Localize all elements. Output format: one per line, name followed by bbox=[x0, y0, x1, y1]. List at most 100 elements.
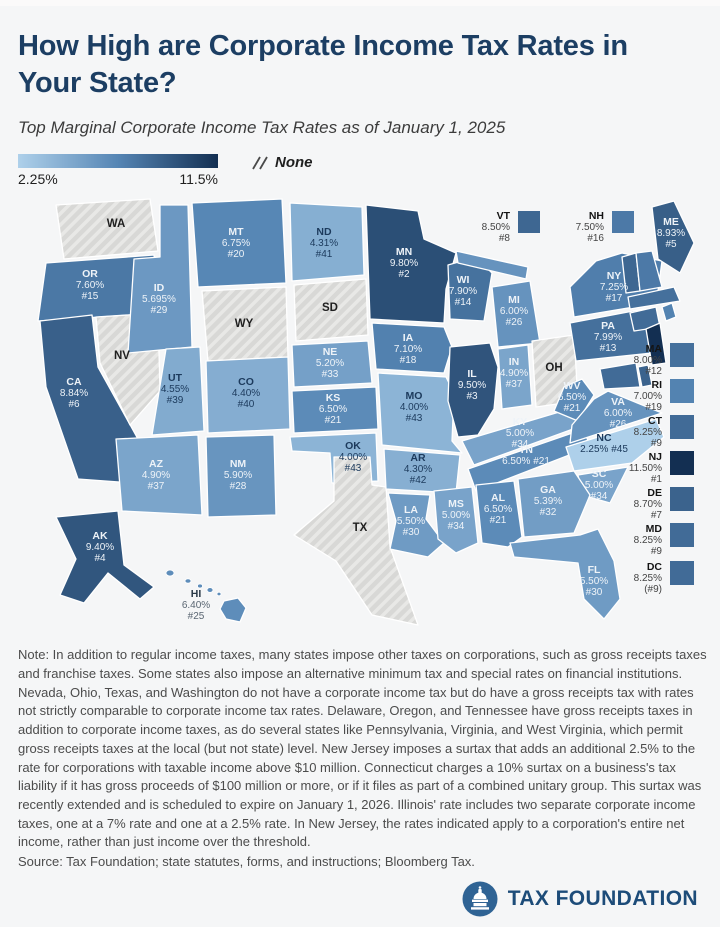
callout-swatch-NH bbox=[612, 211, 634, 234]
state-shape-IN bbox=[497, 344, 533, 410]
state-label-MT: MT 6.75% #20 bbox=[222, 226, 250, 260]
state-shape-LA bbox=[387, 492, 445, 558]
state-shape-KS bbox=[291, 386, 379, 434]
callout-label-CT: CT 8.25% #9 bbox=[634, 415, 663, 449]
state-shape-AZ bbox=[115, 434, 203, 516]
callout-swatch-MD bbox=[670, 523, 694, 548]
callout-label-DE: DE 8.70% #7 bbox=[634, 487, 663, 521]
state-label-NY: NY 7.25% #17 bbox=[600, 270, 628, 304]
callout-swatch-CT bbox=[670, 415, 694, 440]
state-label-KS: KS 6.50% #21 bbox=[319, 392, 347, 426]
state-label-SC: SC 5.00% #34 bbox=[585, 468, 613, 502]
legend-end-labels: 2.25% 11.5% bbox=[18, 171, 218, 187]
callout-swatch-NJ bbox=[670, 451, 694, 476]
state-label-KY: KY 5.00% #34 bbox=[506, 416, 534, 450]
page-subtitle: Top Marginal Corporate Income Tax Rates … bbox=[18, 118, 506, 138]
callout-label-NH: NH 7.50% #16 bbox=[576, 210, 605, 244]
state-shape-MO bbox=[377, 372, 463, 454]
state-shape-MA bbox=[627, 286, 681, 310]
state-shape-MI bbox=[455, 250, 529, 280]
legend-none-entry: None bbox=[250, 154, 313, 171]
state-label-PA: PA 7.99% #13 bbox=[594, 320, 622, 354]
infographic: How High are Corporate Income Tax Rates … bbox=[0, 6, 720, 918]
state-label-FL: FL 5.50% #30 bbox=[580, 564, 608, 598]
callout-swatch-DC bbox=[670, 561, 694, 586]
state-shape-NH bbox=[635, 250, 663, 292]
state-shape-NM bbox=[205, 434, 277, 518]
state-shape-FL bbox=[509, 528, 621, 620]
legend-none-label: None bbox=[275, 154, 313, 172]
state-label-OH: OH bbox=[545, 362, 562, 374]
state-shape-RI bbox=[661, 302, 677, 322]
state-label-WA: WA bbox=[107, 218, 126, 230]
state-shape-VA bbox=[569, 390, 663, 444]
state-label-AZ: AZ 4.90% #37 bbox=[142, 458, 170, 492]
state-label-IA: IA 7.10% #18 bbox=[394, 332, 422, 366]
state-shape-NE bbox=[291, 340, 373, 388]
state-label-TX: TX bbox=[353, 522, 368, 534]
state-label-LA: LA 5.50% #30 bbox=[397, 504, 425, 538]
state-label-IN: IN 4.90% #37 bbox=[500, 356, 528, 390]
state-label-VA: VA 6.00% #26 bbox=[604, 396, 632, 430]
map-wrap: WA OR 7.60% #15 CA 8.84% #6 NV ID 5.695% #29 MT 6.75… bbox=[20, 195, 706, 636]
callout-label-DC: DC 8.25% (#9) bbox=[634, 561, 663, 595]
state-shape-HI-isle2 bbox=[197, 583, 203, 589]
state-shape-MT bbox=[191, 198, 287, 288]
state-shape-ID bbox=[127, 204, 193, 354]
state-label-SD: SD bbox=[322, 302, 338, 314]
state-label-ND: ND 4.31% #41 bbox=[310, 226, 338, 260]
source-text: Source: Tax Foundation; state statutes, … bbox=[18, 854, 475, 870]
state-label-NC: NC 2.25% #45 bbox=[580, 432, 628, 455]
state-label-MN: MN 9.80% #2 bbox=[390, 246, 418, 280]
state-label-ME: ME 8.93% #5 bbox=[657, 216, 685, 250]
state-shape-IA bbox=[371, 322, 453, 374]
legend-scale: 2.25% 11.5% bbox=[18, 154, 218, 187]
map-labels-layer: WA OR 7.60% #15 CA 8.84% #6 NV ID 5.695% #29 MT 6.75… bbox=[60, 216, 685, 622]
legend-max-label: 11.5% bbox=[179, 171, 218, 188]
state-label-ID: ID 5.695% #29 bbox=[142, 282, 176, 316]
state-label-AL: AL 6.50% #21 bbox=[484, 492, 512, 526]
tax-foundation-logo-icon bbox=[462, 881, 498, 917]
state-shape-CO bbox=[205, 356, 291, 434]
state-label-AR: AR 4.30% #42 bbox=[404, 452, 432, 486]
state-shape-ND bbox=[289, 202, 365, 282]
state-label-MI: MI 6.00% #26 bbox=[500, 294, 528, 328]
legend: 2.25% 11.5% None bbox=[18, 154, 706, 187]
callout-label-MD: MD 8.25% #9 bbox=[634, 523, 663, 557]
page-title: How High are Corporate Income Tax Rates … bbox=[18, 30, 628, 100]
state-label-IL: IL 9.50% #3 bbox=[458, 368, 486, 402]
state-shape-HI-isle4 bbox=[216, 592, 222, 597]
state-label-MS: MS 5.00% #34 bbox=[442, 498, 470, 532]
state-label-NM: NM 5.90% #28 bbox=[224, 458, 252, 492]
state-label-NV: NV bbox=[114, 350, 130, 362]
state-shape-MS bbox=[433, 486, 479, 554]
state-shape-SD bbox=[293, 278, 369, 342]
state-label-CA: CA 8.84% #6 bbox=[60, 376, 88, 410]
state-label-CO: CO 4.40% #40 bbox=[232, 376, 260, 410]
callout-swatch-DE bbox=[670, 487, 694, 512]
state-label-GA: GA 5.39% #32 bbox=[534, 484, 562, 518]
state-shape-NJ bbox=[645, 322, 667, 366]
callout-swatch-VT bbox=[518, 211, 540, 234]
callout-label-RI: RI 7.00% #19 bbox=[634, 379, 663, 413]
callout-swatch-RI bbox=[670, 379, 694, 404]
state-label-WI: WI 7.90% #14 bbox=[449, 274, 477, 308]
state-label-MO: MO 4.00% #43 bbox=[400, 390, 428, 424]
callout-label-NJ: NJ 11.50% #1 bbox=[629, 451, 663, 485]
state-shape-HI-isle0 bbox=[165, 569, 175, 577]
note-text: Note: In addition to regular income taxe… bbox=[18, 647, 707, 850]
callout-swatch-MA bbox=[670, 343, 694, 368]
state-label-AK: AK 9.40% #4 bbox=[86, 530, 114, 564]
state-label-HI: HI 6.40% #25 bbox=[182, 588, 210, 622]
tax-foundation-wordmark: TAX FOUNDATION bbox=[507, 886, 698, 910]
state-shape-NC bbox=[565, 418, 665, 472]
state-label-OK: OK 4.00% #43 bbox=[339, 440, 367, 474]
state-label-OR: OR 7.60% #15 bbox=[76, 268, 104, 302]
legend-gradient-bar bbox=[18, 154, 218, 169]
state-shape-HI-isle1 bbox=[184, 578, 192, 584]
state-label-NE: NE 5.20% #33 bbox=[316, 346, 344, 380]
state-shape-DE bbox=[637, 364, 653, 388]
state-shape-ME bbox=[651, 200, 695, 274]
state-shape-AK bbox=[55, 510, 155, 604]
